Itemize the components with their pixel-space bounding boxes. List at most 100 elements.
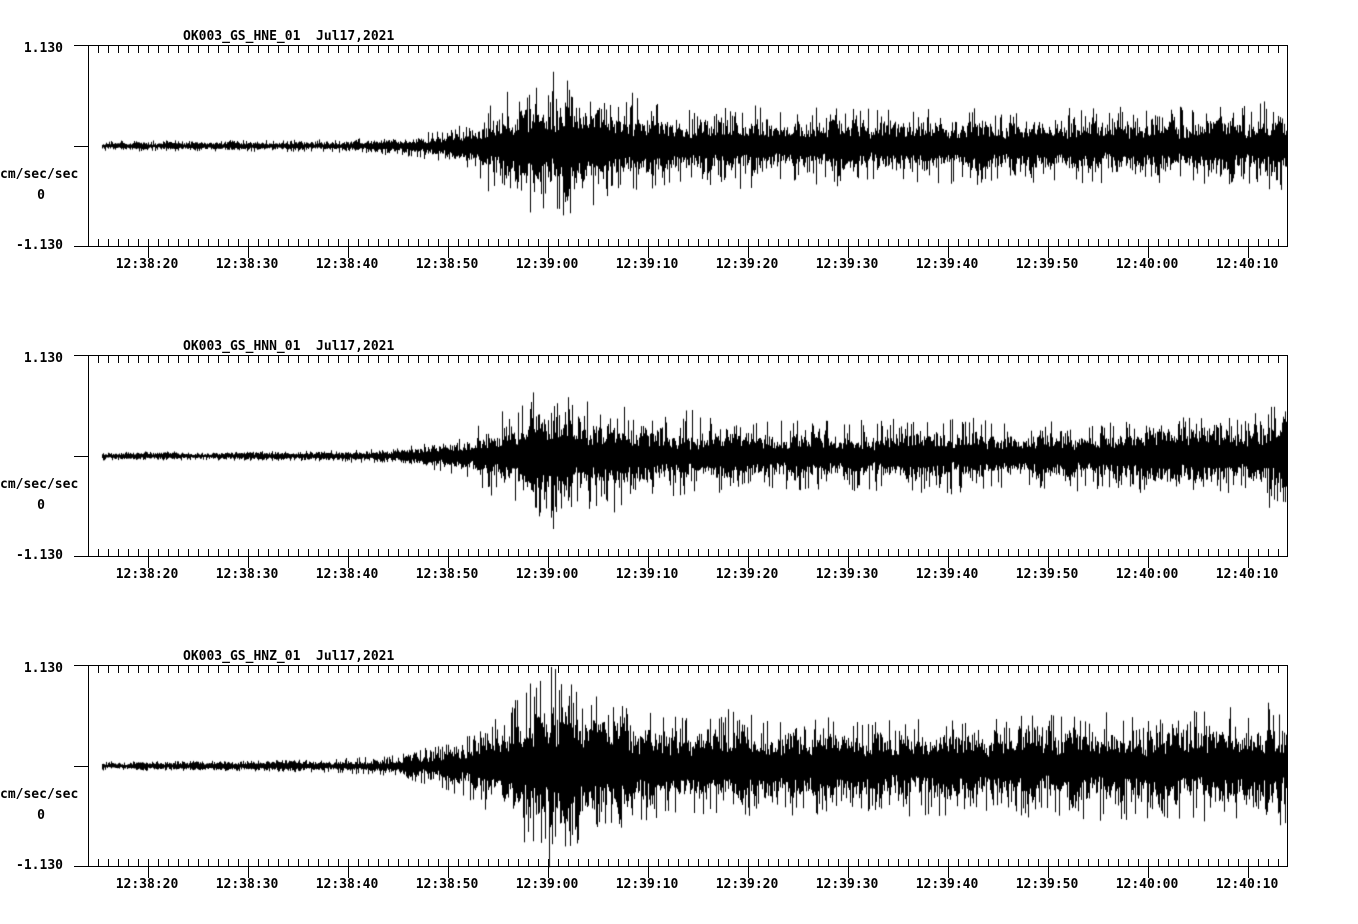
x-tick-label: 12:39:40 [915, 567, 979, 582]
x-minor-tick [488, 549, 489, 556]
x-minor-tick [528, 666, 529, 673]
x-minor-tick [518, 549, 519, 556]
x-minor-tick [1228, 859, 1229, 866]
x-minor-tick [1228, 46, 1229, 53]
x-minor-tick [698, 859, 699, 866]
x-minor-tick [318, 549, 319, 556]
x-minor-tick [728, 666, 729, 673]
x-minor-tick [338, 239, 339, 246]
x-minor-tick [398, 549, 399, 556]
x-minor-tick [478, 356, 479, 363]
x-major-tick [648, 556, 649, 568]
x-minor-tick [1258, 859, 1259, 866]
x-minor-tick [1018, 356, 1019, 363]
x-minor-tick [388, 239, 389, 246]
x-minor-tick [468, 549, 469, 556]
x-minor-tick [928, 239, 929, 246]
x-minor-tick [1048, 859, 1049, 866]
x-minor-tick [808, 356, 809, 363]
x-minor-tick [818, 549, 819, 556]
x-major-tick [548, 246, 549, 258]
x-minor-tick [638, 239, 639, 246]
x-minor-tick [478, 549, 479, 556]
x-minor-tick [1268, 239, 1269, 246]
x-minor-tick [568, 356, 569, 363]
x-minor-tick [338, 859, 339, 866]
x-major-tick [248, 556, 249, 568]
x-minor-tick [788, 859, 789, 866]
x-minor-tick [598, 46, 599, 53]
x-minor-tick [708, 356, 709, 363]
x-minor-tick [988, 356, 989, 363]
x-minor-tick [1038, 859, 1039, 866]
x-minor-tick [118, 859, 119, 866]
x-minor-tick [468, 666, 469, 673]
x-minor-tick [1228, 356, 1229, 363]
x-tick-label: 12:38:40 [315, 877, 379, 892]
x-minor-tick [708, 46, 709, 53]
x-minor-tick [178, 666, 179, 673]
x-minor-tick [678, 859, 679, 866]
x-major-tick [1048, 556, 1049, 568]
x-minor-tick [838, 859, 839, 866]
x-tick-label: 12:39:10 [615, 567, 679, 582]
x-tick-label: 12:39:40 [915, 257, 979, 272]
x-tick-label: 12:38:20 [115, 257, 179, 272]
x-major-tick [348, 866, 349, 878]
x-minor-tick [498, 549, 499, 556]
x-minor-tick [578, 859, 579, 866]
x-minor-tick [908, 549, 909, 556]
x-tick-label: 12:38:20 [115, 877, 179, 892]
x-minor-tick [1248, 46, 1249, 53]
x-minor-tick [1198, 46, 1199, 53]
x-minor-tick [578, 356, 579, 363]
x-minor-tick [498, 859, 499, 866]
x-minor-tick [1038, 46, 1039, 53]
x-minor-tick [1238, 549, 1239, 556]
x-minor-tick [698, 239, 699, 246]
x-minor-tick [1038, 356, 1039, 363]
x-minor-tick [1208, 549, 1209, 556]
x-minor-tick [698, 46, 699, 53]
x-minor-tick [478, 859, 479, 866]
x-minor-tick [508, 356, 509, 363]
x-minor-tick [608, 859, 609, 866]
x-minor-tick [738, 356, 739, 363]
x-tick-label: 12:39:20 [715, 567, 779, 582]
x-minor-tick [838, 239, 839, 246]
x-minor-tick [348, 859, 349, 866]
x-minor-tick [1158, 46, 1159, 53]
x-minor-tick [1098, 356, 1099, 363]
x-minor-tick [738, 666, 739, 673]
x-minor-tick [278, 549, 279, 556]
x-minor-tick [838, 549, 839, 556]
x-minor-tick [1128, 859, 1129, 866]
x-minor-tick [1058, 239, 1059, 246]
x-minor-tick [278, 666, 279, 673]
x-minor-tick [668, 549, 669, 556]
x-minor-tick [368, 239, 369, 246]
x-minor-tick [1008, 46, 1009, 53]
x-minor-tick [1218, 666, 1219, 673]
x-minor-tick [168, 859, 169, 866]
x-minor-tick [958, 356, 959, 363]
x-tick-label: 12:40:00 [1115, 877, 1179, 892]
x-minor-tick [178, 549, 179, 556]
x-minor-tick [238, 356, 239, 363]
x-minor-tick [818, 859, 819, 866]
x-minor-tick [738, 549, 739, 556]
x-minor-tick [198, 46, 199, 53]
x-major-tick [148, 246, 149, 258]
x-minor-tick [108, 46, 109, 53]
x-minor-tick [268, 239, 269, 246]
x-minor-tick [168, 46, 169, 53]
x-minor-tick [848, 46, 849, 53]
x-minor-tick [708, 239, 709, 246]
x-minor-tick [788, 666, 789, 673]
x-minor-tick [828, 356, 829, 363]
x-minor-tick [1178, 859, 1179, 866]
x-minor-tick [118, 549, 119, 556]
x-minor-tick [98, 356, 99, 363]
x-minor-tick [328, 666, 329, 673]
x-minor-tick [608, 549, 609, 556]
